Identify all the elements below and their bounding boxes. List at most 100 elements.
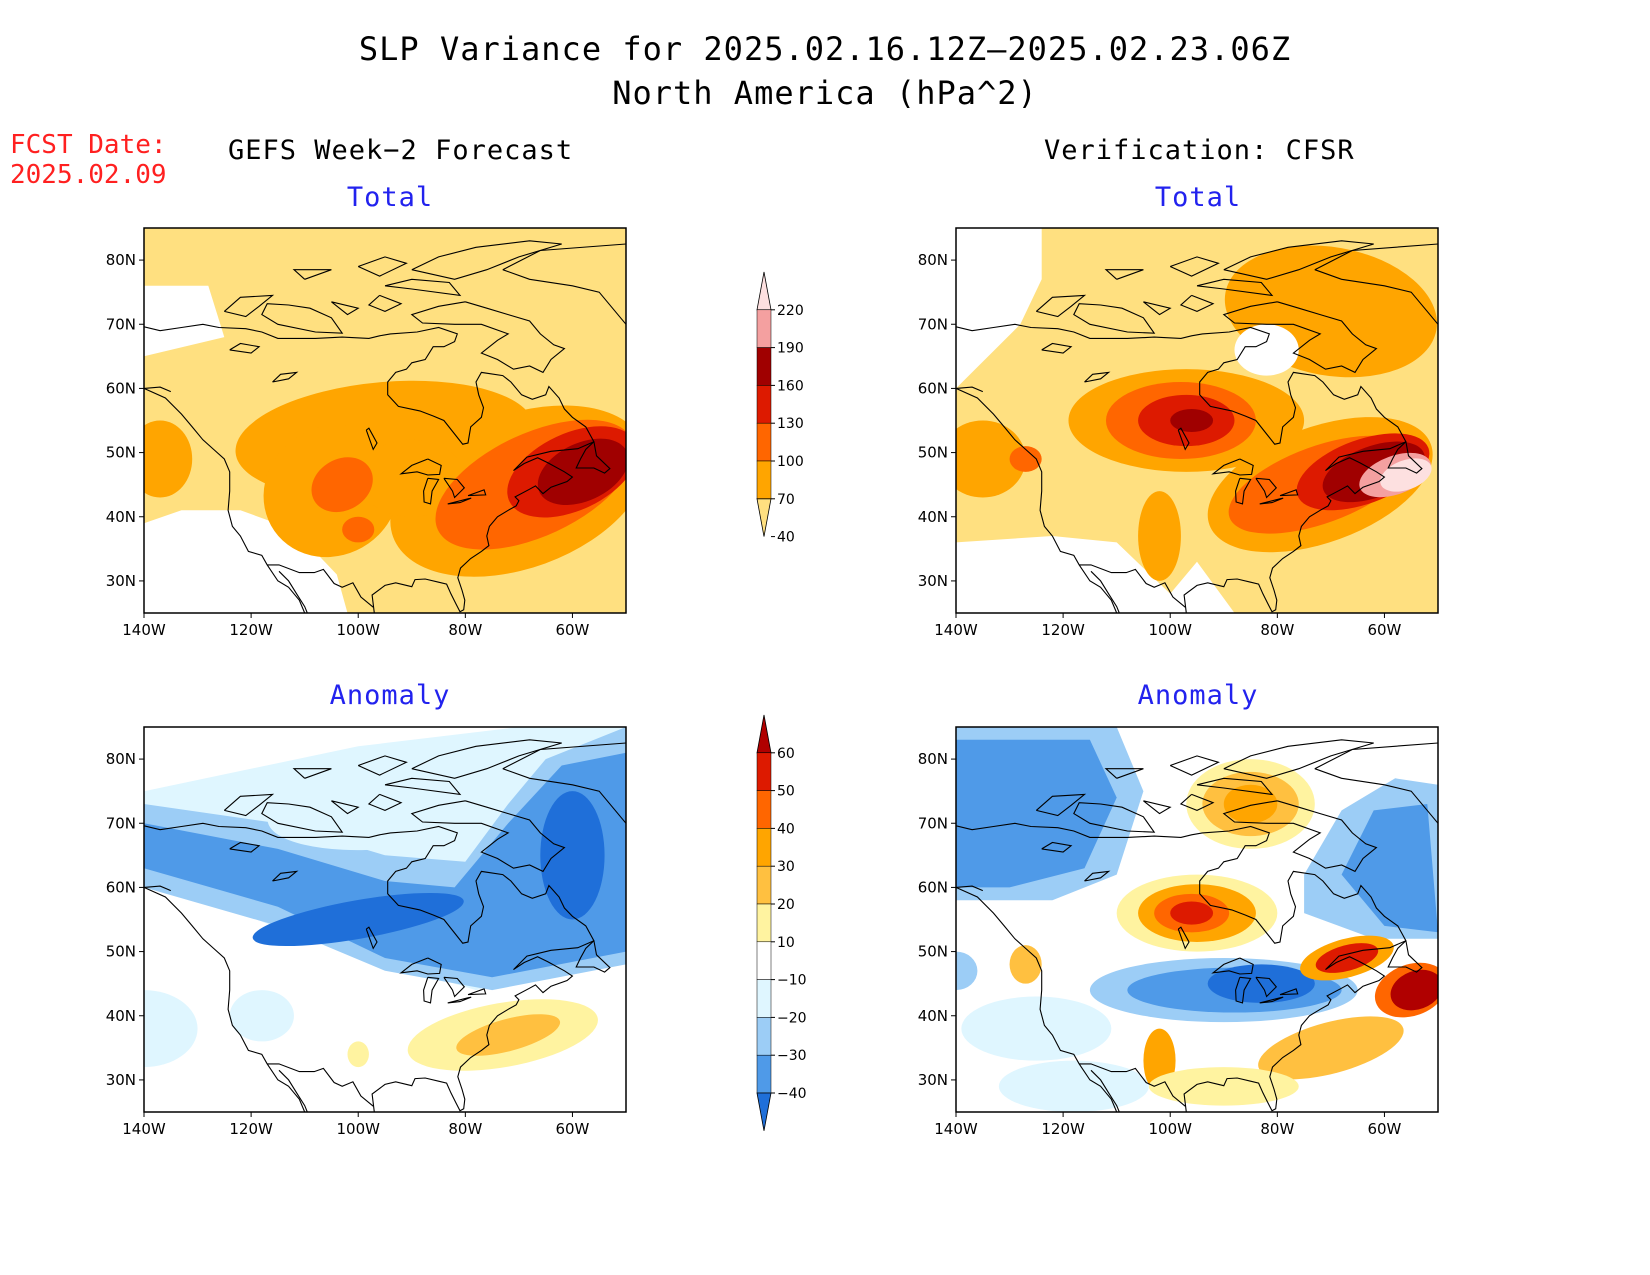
coastline-group bbox=[144, 739, 626, 1112]
forecast-date-label: FCST Date: bbox=[10, 130, 167, 160]
lon-tick-label: 140W bbox=[934, 621, 978, 639]
lat-tick-label: 70N bbox=[918, 814, 948, 832]
contour-fill-group bbox=[956, 727, 1438, 1112]
colorbar-level-label: 50 bbox=[777, 784, 795, 800]
map-panel-forecast-anomaly: 80N 70N 60N 50N 40N 30N 140W 120W 100W 80W 60W bbox=[100, 725, 660, 1185]
lon-tick-label: 60W bbox=[1367, 621, 1401, 639]
colorbar-level-label: −20 bbox=[777, 1010, 807, 1026]
colorbar-swatch bbox=[756, 1054, 772, 1094]
forecast-column-heading: GEFS Week−2 Forecast bbox=[228, 135, 574, 166]
lon-tick-label: 100W bbox=[336, 621, 380, 639]
lat-tick-label: 40N bbox=[918, 1007, 948, 1025]
colorbar-swatch bbox=[756, 422, 772, 462]
lon-tick-label: 80W bbox=[1260, 1120, 1294, 1138]
colorbar-level-label: 70 bbox=[777, 492, 795, 508]
colorbar-level-label: 20 bbox=[777, 897, 795, 913]
lat-tick-label: 40N bbox=[106, 508, 136, 526]
colorbar-swatch bbox=[756, 865, 772, 905]
lat-tick-label: 60N bbox=[106, 878, 136, 896]
verification-column-heading: Verification: CFSR bbox=[1044, 135, 1355, 166]
forecast-date-value: 2025.02.09 bbox=[10, 160, 167, 190]
lat-tick-label: 70N bbox=[106, 814, 136, 832]
colorbar-swatch bbox=[756, 941, 772, 980]
lon-tick-label: 120W bbox=[1041, 1120, 1085, 1138]
lon-tick-label: 100W bbox=[336, 1120, 380, 1138]
map-panel-verification-total: 80N 70N 60N 50N 40N 30N 140W 120W 100W 80W 60W bbox=[912, 226, 1472, 686]
lat-tick-label: 60N bbox=[106, 379, 136, 397]
map-title: SLP Variance for 2025.02.16.12Z–2025.02.… bbox=[358, 30, 1292, 68]
lat-tick-label: 30N bbox=[918, 572, 948, 590]
coastline-group bbox=[956, 240, 1438, 613]
map-panel-verification-anomaly: 80N 70N 60N 50N 40N 30N 140W 120W 100W 80W 60W bbox=[912, 725, 1472, 1185]
lat-tick-label: 40N bbox=[106, 1007, 136, 1025]
lat-tick-label: 50N bbox=[106, 943, 136, 961]
lat-tick-label: 50N bbox=[918, 943, 948, 961]
colorbar-bottom-triangle bbox=[756, 498, 772, 537]
panel-title-forecast-anomaly: Anomaly bbox=[329, 680, 451, 711]
panel-title-forecast-total: Total bbox=[346, 182, 434, 213]
colorbar-total-legend: 220 190 160 130 100 70 40 bbox=[756, 271, 804, 546]
lon-tick-label: 80W bbox=[1260, 621, 1294, 639]
colorbar-total: 220 190 160 130 100 70 40 bbox=[740, 262, 830, 582]
lat-tick-label: 40N bbox=[918, 508, 948, 526]
verification-anomaly-map: 80N 70N 60N 50N 40N 30N 140W 120W 100W 80W 60W bbox=[918, 726, 1439, 1138]
colorbar-swatch bbox=[756, 385, 772, 424]
lon-tick-label: 140W bbox=[934, 1120, 978, 1138]
colorbar-anomaly: 60 50 40 30 20 10 −10 −20 −30 −40 bbox=[740, 705, 830, 1135]
lat-tick-label: 60N bbox=[918, 878, 948, 896]
lat-tick-label: 60N bbox=[918, 379, 948, 397]
lon-tick-label: 140W bbox=[122, 621, 166, 639]
colorbar-swatch bbox=[756, 752, 772, 791]
colorbar-bottom-triangle bbox=[756, 1092, 772, 1131]
colorbar-swatch bbox=[756, 347, 772, 386]
contour-fill-group bbox=[144, 727, 626, 1112]
colorbar-level-label: 160 bbox=[777, 378, 804, 394]
colorbar-top-triangle bbox=[756, 714, 772, 754]
lon-tick-label: 120W bbox=[1041, 621, 1085, 639]
lon-tick-label: 80W bbox=[448, 1120, 482, 1138]
colorbar-top-triangle bbox=[756, 271, 772, 311]
forecast-total-map: 80N 70N 60N 50N 40N 30N 140W 120W 100W 80W 60W bbox=[106, 227, 627, 639]
contour-fill-group bbox=[144, 228, 626, 613]
lon-tick-label: 100W bbox=[1148, 621, 1192, 639]
colorbar-swatch bbox=[756, 903, 772, 943]
colorbar-level-label: 40 bbox=[777, 821, 795, 837]
colorbar-level-label: 190 bbox=[777, 341, 804, 357]
colorbar-swatch bbox=[756, 828, 772, 867]
colorbar-swatch bbox=[756, 1017, 772, 1056]
colorbar-level-label: 130 bbox=[777, 416, 804, 432]
contour-fill-group bbox=[956, 228, 1438, 613]
colorbar-level-label: 40 bbox=[777, 530, 795, 546]
lat-tick-label: 30N bbox=[106, 572, 136, 590]
colorbar-level-label: 30 bbox=[777, 859, 795, 875]
colorbar-level-label: −10 bbox=[777, 973, 807, 989]
lon-tick-label: 140W bbox=[122, 1120, 166, 1138]
coastline-group bbox=[956, 739, 1438, 1112]
lat-tick-label: 80N bbox=[106, 750, 136, 768]
colorbar-level-label: 220 bbox=[777, 303, 804, 319]
lon-tick-label: 120W bbox=[229, 1120, 273, 1138]
lat-tick-label: 50N bbox=[918, 444, 948, 462]
map-subtitle: North America (hPa^2) bbox=[612, 74, 1038, 112]
lat-tick-label: 80N bbox=[106, 251, 136, 269]
verification-total-map: 80N 70N 60N 50N 40N 30N 140W 120W 100W 80W 60W bbox=[918, 227, 1439, 639]
colorbar-swatch bbox=[756, 309, 772, 348]
lon-tick-label: 100W bbox=[1148, 1120, 1192, 1138]
forecast-anomaly-map: 80N 70N 60N 50N 40N 30N 140W 120W 100W 80W 60W bbox=[106, 726, 627, 1138]
colorbar-level-label: 100 bbox=[777, 454, 804, 470]
colorbar-swatch bbox=[756, 790, 772, 829]
lat-tick-label: 30N bbox=[106, 1071, 136, 1089]
lat-tick-label: 70N bbox=[106, 315, 136, 333]
lon-tick-label: 80W bbox=[448, 621, 482, 639]
panel-title-verification-anomaly: Anomaly bbox=[1137, 680, 1259, 711]
lon-tick-label: 120W bbox=[229, 621, 273, 639]
colorbar-level-label: 10 bbox=[777, 935, 795, 951]
colorbar-level-label: −30 bbox=[777, 1048, 807, 1064]
panel-title-verification-total: Total bbox=[1154, 182, 1242, 213]
colorbar-level-label: 60 bbox=[777, 746, 795, 762]
lat-tick-label: 80N bbox=[918, 750, 948, 768]
lon-tick-label: 60W bbox=[555, 1120, 589, 1138]
lat-tick-label: 30N bbox=[918, 1071, 948, 1089]
colorbar-anomaly-legend: 60 50 40 30 20 10 −10 −20 −30 −40 bbox=[756, 714, 807, 1131]
lat-tick-label: 70N bbox=[918, 315, 948, 333]
